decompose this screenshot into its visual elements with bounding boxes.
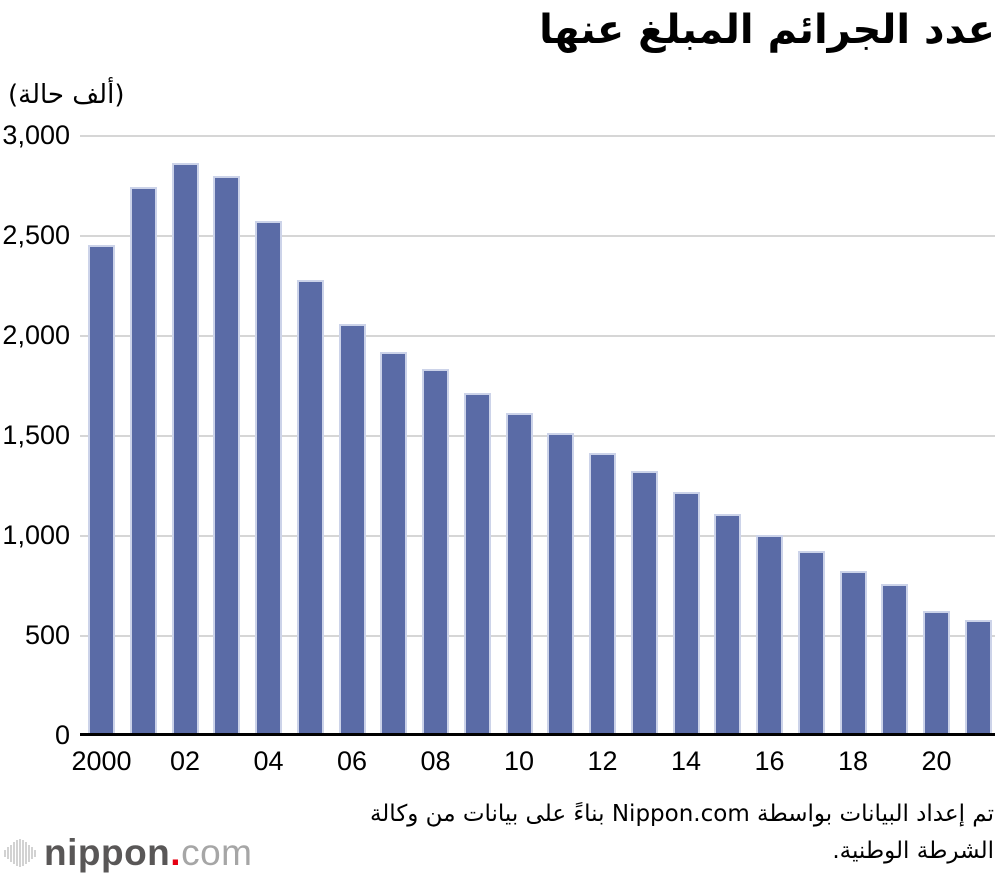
- y-tick-label-3000: 3,000: [2, 120, 70, 150]
- logo-tld: com: [181, 832, 253, 873]
- x-tick-label-2010: 10: [503, 746, 535, 776]
- x-tick-label-2002: 02: [169, 746, 201, 776]
- logo-name: nippon: [44, 832, 171, 873]
- x-tick-label-2018: 18: [837, 746, 869, 776]
- bar-2011: [547, 433, 575, 734]
- bar-2007: [380, 352, 408, 734]
- y-tick-label-1500: 1,500: [2, 420, 70, 450]
- bar-2020: [923, 611, 950, 734]
- bar-2001: [129, 186, 157, 734]
- bar-2016: [756, 534, 783, 734]
- bar-2013: [630, 471, 658, 734]
- gridline-2000: [80, 335, 995, 337]
- logo-wordmark: nippon.com: [44, 832, 252, 874]
- logo-red-dot: .: [170, 832, 182, 873]
- gridline-2500: [80, 235, 995, 237]
- gridline-1500: [80, 435, 995, 437]
- y-axis-unit-label: (ألف حالة): [8, 80, 125, 110]
- gridline-500: [80, 635, 995, 637]
- bar-2006: [338, 323, 366, 734]
- bar-2012: [589, 453, 616, 734]
- nippon-com-logo: nippon.com: [4, 832, 252, 874]
- source-note-line1: تم إعداد البيانات بواسطة Nippon.com بناء…: [369, 801, 994, 827]
- bar-2010: [505, 413, 533, 734]
- bar-2000: [88, 245, 115, 734]
- y-tick-label-500: 500: [24, 620, 70, 650]
- y-tick-label-0: 0: [54, 720, 70, 750]
- bar-2003: [213, 176, 241, 734]
- gridline-1000: [80, 535, 995, 537]
- x-tick-label-2012: 12: [587, 746, 618, 776]
- soundwave-bars-icon: [4, 838, 36, 868]
- x-tick-label-2016: 16: [754, 746, 785, 776]
- bar-2002: [171, 163, 199, 734]
- x-tick-label-2004: 04: [253, 746, 284, 776]
- bar-2015: [714, 514, 742, 734]
- x-tick-label-2000: 2000: [71, 746, 132, 776]
- bar-2009: [463, 393, 491, 734]
- x-tick-label-2006: 06: [336, 746, 368, 776]
- y-tick-label-2000: 2,000: [2, 320, 70, 350]
- source-note-line2: الشرطة الوطنية.: [832, 838, 994, 864]
- x-tick-label-2008: 08: [420, 746, 451, 776]
- chart-title: عدد الجرائم المبلغ عنها: [539, 7, 995, 53]
- bar-2004: [255, 221, 282, 734]
- bar-2018: [839, 570, 867, 734]
- bar-2017: [797, 551, 825, 734]
- y-tick-label-2500: 2,500: [2, 220, 70, 250]
- bar-2008: [422, 368, 449, 734]
- bar-2005: [296, 280, 324, 734]
- x-tick-label-2020: 20: [921, 746, 952, 776]
- source-note: تم إعداد البيانات بواسطة Nippon.com بناء…: [294, 796, 994, 870]
- x-axis-line: [80, 733, 995, 736]
- y-tick-label-1000: 1,000: [2, 520, 70, 550]
- bar-2014: [672, 491, 700, 734]
- plot-area: [80, 135, 995, 736]
- bar-2019: [881, 584, 909, 734]
- gridline-3000: [80, 135, 995, 137]
- bar-2021: [964, 620, 992, 734]
- x-tick-label-2014: 14: [670, 746, 702, 776]
